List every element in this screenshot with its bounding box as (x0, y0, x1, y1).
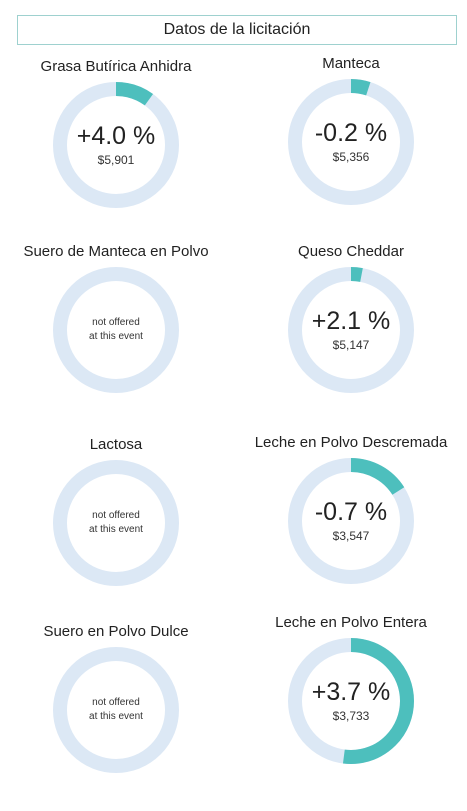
donut-ring (288, 267, 414, 393)
product-card: Manteca -0.2 % $5,356 (235, 55, 467, 243)
product-card: Leche en Polvo Descremada -0.7 % $3,547 (235, 434, 467, 622)
change-percent: +3.7 % (311, 678, 391, 706)
donut-track (53, 647, 179, 773)
product-title: Grasa Butírica Anhidra (40, 58, 192, 75)
product-title: Manteca (322, 55, 380, 72)
donut-ring (288, 638, 414, 764)
change-percent: +2.1 % (311, 307, 391, 335)
donut-ring (53, 647, 179, 773)
donut-fill (288, 638, 414, 764)
not-offered-text: not offered (92, 697, 140, 708)
donut-fill (288, 267, 414, 393)
not-offered-subtext: at this event (89, 331, 143, 342)
donut-center: not offered at this event (51, 265, 181, 395)
price-value: $5,147 (332, 338, 370, 352)
change-percent: +4.0 % (76, 122, 156, 150)
product-card: Leche en Polvo Entera +3.7 % $3,733 (235, 614, 467, 802)
donut-center: not offered at this event (51, 645, 181, 775)
product-title: Queso Cheddar (298, 243, 404, 260)
not-offered-subtext: at this event (89, 711, 143, 722)
price-value: $5,901 (97, 153, 135, 167)
product-card: Suero en Polvo Dulce not offered at this e… (0, 623, 232, 811)
product-card: Queso Cheddar +2.1 % $5,147 (235, 243, 467, 431)
product-title: Leche en Polvo Descremada (254, 434, 448, 451)
donut-ring (53, 82, 179, 208)
product-title: Suero de Manteca en Polvo (23, 243, 209, 260)
product-card: Lactosa not offered at this event (0, 436, 232, 624)
donut-track (53, 267, 179, 393)
donut-ring (53, 267, 179, 393)
donut-center: +3.7 % $3,733 (286, 636, 416, 766)
donut-ring (288, 79, 414, 205)
product-title: Leche en Polvo Entera (275, 614, 427, 631)
price-value: $3,733 (332, 709, 370, 723)
change-percent: -0.7 % (314, 498, 388, 526)
donut-fill (288, 79, 414, 205)
page-title: Datos de la licitación (163, 21, 311, 38)
not-offered-subtext: at this event (89, 524, 143, 535)
donut-ring (53, 460, 179, 586)
donut-center: not offered at this event (51, 458, 181, 588)
price-value: $5,356 (332, 150, 370, 164)
donut-fill (288, 458, 414, 584)
change-percent: -0.2 % (314, 119, 388, 147)
product-title: Lactosa (89, 436, 143, 453)
donut-center: +4.0 % $5,901 (51, 80, 181, 210)
product-title: Suero en Polvo Dulce (43, 623, 189, 640)
page-header: Datos de la licitación (17, 15, 457, 45)
not-offered-text: not offered (92, 317, 140, 328)
donut-center: +2.1 % $5,147 (286, 265, 416, 395)
donut-center: -0.7 % $3,547 (286, 456, 416, 586)
donut-fill (53, 82, 179, 208)
donut-ring (288, 458, 414, 584)
donut-track (53, 460, 179, 586)
product-card: Grasa Butírica Anhidra +4.0 % $5,901 (0, 58, 232, 246)
donut-center: -0.2 % $5,356 (286, 77, 416, 207)
price-value: $3,547 (332, 529, 370, 543)
not-offered-text: not offered (92, 510, 140, 521)
product-card: Suero de Manteca en Polvo not offered at t… (0, 243, 232, 431)
